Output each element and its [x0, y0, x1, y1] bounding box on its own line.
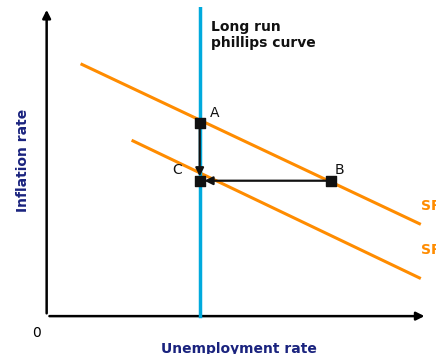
Text: Inflation rate: Inflation rate [16, 108, 30, 212]
Text: C: C [172, 163, 182, 177]
Point [196, 120, 203, 126]
Point [196, 178, 203, 184]
Text: B: B [335, 163, 345, 177]
Text: Unemployment rate: Unemployment rate [161, 342, 317, 354]
Point [328, 178, 335, 184]
Text: A: A [210, 106, 219, 120]
Text: Long run
phillips curve: Long run phillips curve [211, 20, 316, 50]
Text: 0: 0 [32, 326, 41, 340]
Text: SRPC: SRPC [421, 199, 436, 212]
Text: SRPC: SRPC [421, 243, 436, 257]
